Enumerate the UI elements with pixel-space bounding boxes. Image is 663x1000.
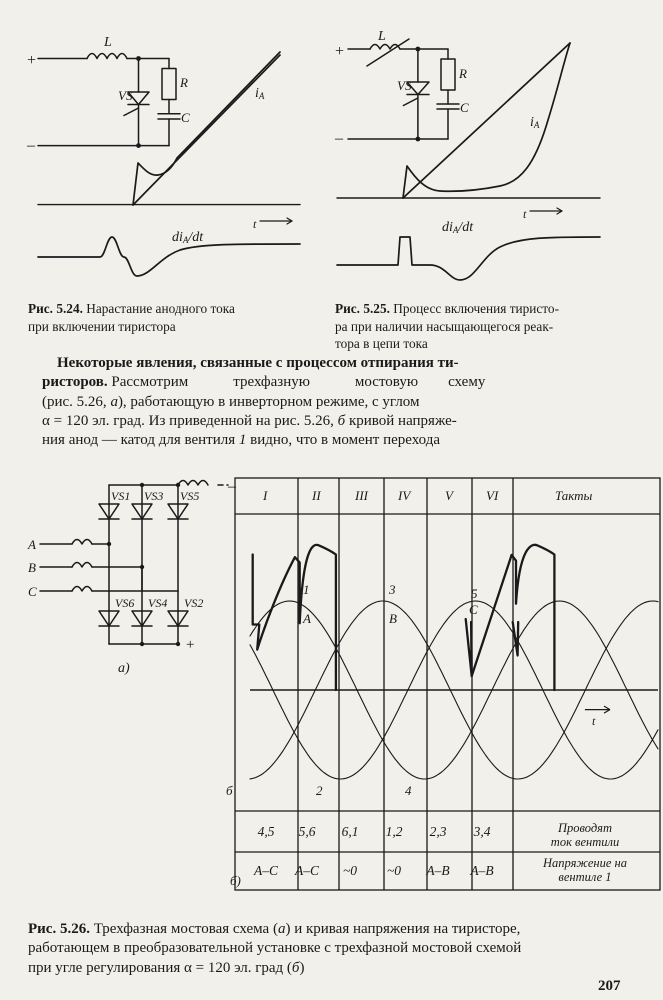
svg-text:~0: ~0 <box>343 863 357 878</box>
svg-text:diA/dt: diA/dt <box>172 230 204 245</box>
svg-text:VS5: VS5 <box>180 489 199 503</box>
svg-text:Проводят: Проводят <box>557 821 612 835</box>
svg-text:3,4: 3,4 <box>473 824 491 839</box>
svg-text:А–С: А–С <box>294 863 320 878</box>
svg-text:вентиле 1: вентиле 1 <box>558 870 611 884</box>
svg-text:~0: ~0 <box>387 863 401 878</box>
svg-text:VS1: VS1 <box>111 489 130 503</box>
svg-text:VS4: VS4 <box>148 596 167 610</box>
svg-text:5: 5 <box>471 586 478 601</box>
svg-text:+: + <box>335 43 344 60</box>
svg-text:Такты: Такты <box>555 488 593 503</box>
svg-text:А–В: А–В <box>469 863 493 878</box>
svg-text:A: A <box>302 611 311 626</box>
svg-text:VS6: VS6 <box>115 596 134 610</box>
svg-text:+: + <box>186 637 194 653</box>
svg-text:I: I <box>262 488 268 503</box>
svg-text:4: 4 <box>405 783 412 798</box>
svg-text:II: II <box>311 488 321 503</box>
svg-text:3: 3 <box>388 582 396 597</box>
svg-text:B: B <box>389 611 397 626</box>
svg-text:VI: VI <box>486 488 499 503</box>
svg-text:C: C <box>460 100 469 115</box>
svg-text:VS3: VS3 <box>144 489 163 503</box>
svg-text:A: A <box>27 537 36 552</box>
svg-text:б: б <box>226 783 233 798</box>
svg-text:–: – <box>26 137 36 154</box>
svg-text:ток вентили: ток вентили <box>551 835 619 849</box>
svg-text:C: C <box>28 584 37 599</box>
svg-text:III: III <box>354 488 369 503</box>
svg-text:2: 2 <box>316 783 323 798</box>
svg-text:VS2: VS2 <box>184 596 203 610</box>
svg-text:2,3: 2,3 <box>430 824 447 839</box>
svg-text:VS: VS <box>118 88 133 103</box>
svg-text:L: L <box>103 35 112 50</box>
svg-text:А–С: А–С <box>253 863 279 878</box>
svg-text:6,1: 6,1 <box>342 824 359 839</box>
svg-text:IV: IV <box>397 488 412 503</box>
svg-text:L: L <box>377 29 386 44</box>
svg-text:б): б) <box>230 873 241 888</box>
svg-text:VS: VS <box>397 78 412 93</box>
svg-text:4,5: 4,5 <box>258 824 275 839</box>
svg-text:+: + <box>27 52 36 69</box>
svg-text:C: C <box>469 602 478 617</box>
svg-text:C: C <box>181 110 190 125</box>
svg-text:R: R <box>458 66 467 81</box>
svg-text:B: B <box>28 560 36 575</box>
svg-text:–: – <box>334 130 344 147</box>
svg-text:5,6: 5,6 <box>299 824 316 839</box>
svg-text:а): а) <box>118 661 130 676</box>
svg-text:R: R <box>179 75 188 90</box>
svg-text:Напряжение на: Напряжение на <box>542 856 627 870</box>
svg-text:1,2: 1,2 <box>386 824 403 839</box>
svg-text:diA/dt: diA/dt <box>442 220 474 235</box>
svg-text:А–В: А–В <box>425 863 449 878</box>
svg-text:1: 1 <box>303 582 310 597</box>
